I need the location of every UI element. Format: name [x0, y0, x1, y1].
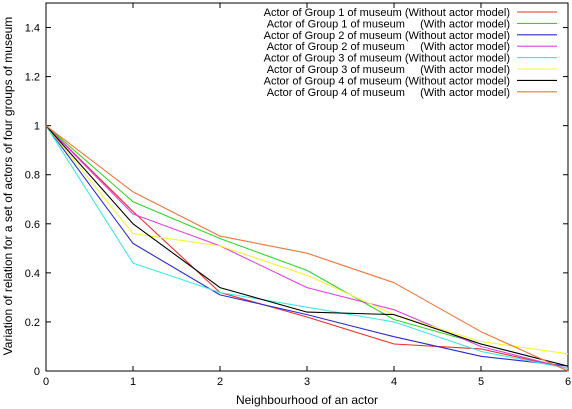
series-line-4	[45, 125, 569, 370]
legend-label-5: Actor of Group 3 of museum (Without acto…	[264, 53, 510, 65]
x-axis-title: Neighbourhood of an actor	[236, 393, 378, 407]
legend-label-1: Actor of Group 1 of museum (Without acto…	[264, 7, 510, 19]
x-tick-label: 4	[391, 376, 397, 388]
y-tick-label: 0.4	[25, 268, 40, 280]
plot-area: 0 1 2 3 4 5 6 0 0.2 0.4 0.6 0.8 1 1.2 1.4 Actor of Grou…	[25, 2, 571, 388]
x-tick-label: 3	[304, 376, 310, 388]
series-line-1	[45, 125, 569, 370]
series-line-2	[45, 125, 569, 367]
x-tick-label: 0	[43, 376, 49, 388]
y-tick-label: 1	[34, 121, 40, 133]
x-tick-label: 2	[217, 376, 223, 388]
series-line-7	[45, 125, 569, 367]
x-tick-label: 5	[478, 376, 484, 388]
y-tick-label: 0.2	[25, 317, 40, 329]
y-tick-label: 0	[34, 366, 40, 378]
y-axis-title: Variation of relation for a set of actor…	[1, 17, 15, 356]
legend-label-8: Actor of Group 4 of museum (With actor m…	[267, 87, 510, 99]
y-tick-label: 1.2	[25, 72, 40, 84]
legend-label-6: Actor of Group 3 of museum (With actor m…	[267, 64, 510, 76]
y-tick-label: 1.4	[25, 23, 40, 35]
x-tick-label: 6	[565, 376, 571, 388]
legend-label-4: Actor of Group 2 of museum (With actor m…	[267, 41, 510, 53]
series-line-6	[45, 125, 569, 355]
legend-label-7: Actor of Group 4 of museum (Without acto…	[264, 75, 510, 87]
legend-label-3: Actor of Group 2 of museum (Without acto…	[264, 30, 510, 42]
y-tick-label: 0.8	[25, 170, 40, 182]
series-line-8	[45, 125, 569, 372]
series-line-3	[45, 125, 569, 367]
series-line-5	[45, 125, 569, 370]
y-tick-label: 0.6	[25, 219, 40, 231]
x-tick-label: 1	[130, 376, 136, 388]
legend-label-2: Actor of Group 1 of museum (With actor m…	[267, 18, 510, 30]
